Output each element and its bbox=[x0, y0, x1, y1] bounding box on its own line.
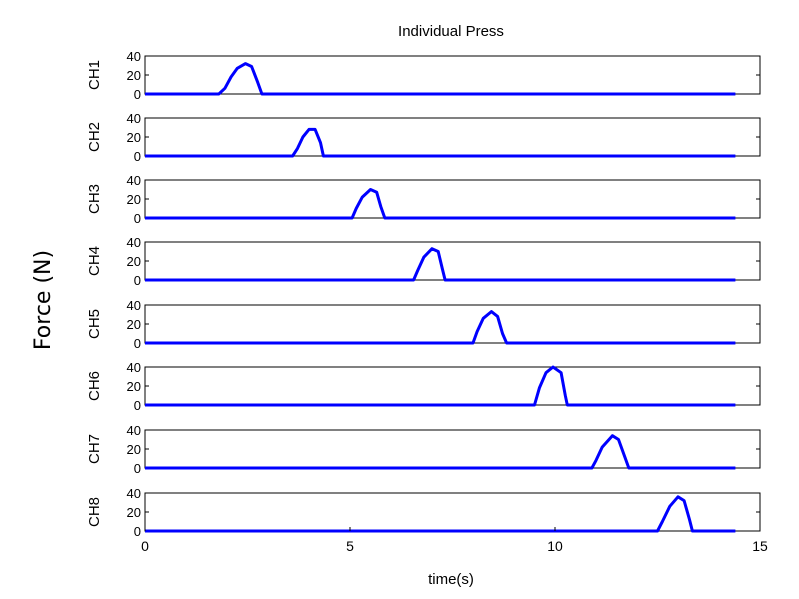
y-tick-label: 0 bbox=[134, 149, 141, 164]
x-tick-label: 10 bbox=[547, 538, 563, 554]
y-tick-label: 0 bbox=[134, 524, 141, 539]
panel-label: CH1 bbox=[86, 60, 103, 90]
x-axis: 0 5 10 15 bbox=[141, 527, 768, 554]
panel-frame bbox=[144, 241, 761, 281]
panel-ch4: 0 20 40 CH4 bbox=[86, 235, 761, 288]
y-tick-label: 0 bbox=[134, 461, 141, 476]
y-tick-label: 40 bbox=[127, 49, 141, 64]
x-tick-label: 0 bbox=[141, 538, 149, 554]
y-tick-label: 0 bbox=[134, 336, 141, 351]
y-tick-label: 0 bbox=[134, 273, 141, 288]
series-line-ch6 bbox=[145, 365, 736, 407]
chart-title: Individual Press bbox=[398, 23, 504, 40]
x-tick-label: 5 bbox=[346, 538, 354, 554]
series-line-ch7 bbox=[145, 434, 736, 470]
panel-ch2: 0 20 40 CH2 bbox=[86, 111, 761, 164]
panel-label: CH4 bbox=[86, 246, 103, 276]
panel-label: CH3 bbox=[86, 184, 103, 214]
y-tick-label: 20 bbox=[127, 379, 141, 394]
y-tick-label: 0 bbox=[134, 398, 141, 413]
series-line-ch8 bbox=[145, 495, 736, 533]
panel-frame bbox=[144, 304, 761, 344]
y-tick-label: 20 bbox=[127, 317, 141, 332]
series-line-ch3 bbox=[145, 188, 736, 220]
y-tick-label: 20 bbox=[127, 68, 141, 83]
y-tick-label: 40 bbox=[127, 360, 141, 375]
y-tick-label: 40 bbox=[127, 235, 141, 250]
panel-ch1: 0 20 40 CH1 bbox=[86, 49, 761, 102]
panel-ch3: 0 20 40 CH3 bbox=[86, 173, 761, 226]
series-line-ch2 bbox=[145, 127, 736, 158]
x-axis-label: time(s) bbox=[428, 571, 474, 588]
y-tick-label: 0 bbox=[134, 211, 141, 226]
panel-label: CH6 bbox=[86, 371, 103, 401]
y-tick-label: 20 bbox=[127, 442, 141, 457]
y-tick-label: 0 bbox=[134, 87, 141, 102]
panel-ch7: 0 20 40 CH7 bbox=[86, 423, 761, 476]
panel-frame bbox=[144, 429, 761, 469]
series-line-ch1 bbox=[145, 62, 736, 96]
panel-label: CH5 bbox=[86, 309, 103, 339]
panels: 0 20 40 CH1 0 20 40 CH2 0 20 40 CH3 0 20 40 CH4 0 20 40 CH5… bbox=[86, 49, 761, 539]
panel-frame bbox=[144, 179, 761, 219]
y-tick-label: 20 bbox=[127, 254, 141, 269]
y-tick-label: 20 bbox=[127, 130, 141, 145]
series-line-ch5 bbox=[145, 310, 736, 345]
panel-frame bbox=[144, 117, 761, 157]
panel-label: CH8 bbox=[86, 497, 103, 527]
y-tick-label: 40 bbox=[127, 423, 141, 438]
y-axis-label: Force (N) bbox=[31, 250, 56, 350]
panel-ch6: 0 20 40 CH6 bbox=[86, 360, 761, 413]
panel-frame bbox=[144, 55, 761, 95]
panel-label: CH2 bbox=[86, 122, 103, 152]
y-tick-label: 20 bbox=[127, 505, 141, 520]
y-tick-label: 20 bbox=[127, 192, 141, 207]
series-line-ch4 bbox=[145, 247, 736, 282]
panel-label: CH7 bbox=[86, 434, 103, 464]
x-tick-label: 15 bbox=[752, 538, 768, 554]
y-tick-label: 40 bbox=[127, 298, 141, 313]
y-tick-label: 40 bbox=[127, 486, 141, 501]
panel-frame bbox=[144, 366, 761, 406]
y-tick-label: 40 bbox=[127, 173, 141, 188]
panel-ch5: 0 20 40 CH5 bbox=[86, 298, 761, 351]
y-tick-label: 40 bbox=[127, 111, 141, 126]
panel-ch8: 0 20 40 CH8 bbox=[86, 486, 761, 539]
